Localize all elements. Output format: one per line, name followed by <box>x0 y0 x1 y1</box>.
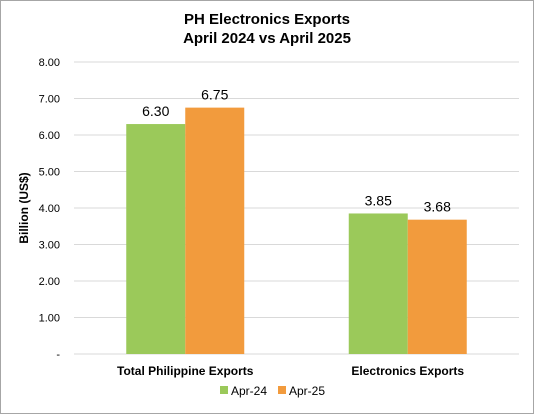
y-tick-label: 5.00 <box>39 167 60 179</box>
legend-swatch <box>278 386 286 394</box>
bar <box>126 124 186 354</box>
legend-label: Apr-25 <box>289 384 325 398</box>
y-axis-title: Billion (US$) <box>17 172 31 243</box>
chart-subtitle: April 2024 vs April 2025 <box>183 30 351 47</box>
data-label: 6.75 <box>201 87 228 103</box>
y-tick-label: 8.00 <box>39 57 60 69</box>
x-category-label: Total Philippine Exports <box>117 364 254 378</box>
legend-swatch <box>220 386 228 394</box>
bar <box>348 213 408 354</box>
x-category-label: Electronics Exports <box>351 364 464 378</box>
chart-title: PH Electronics Exports <box>184 11 350 28</box>
y-tick-label: 6.00 <box>39 130 60 142</box>
y-tick-label: 2.00 <box>39 276 60 288</box>
y-tick-label: 1.00 <box>39 313 60 325</box>
y-tick-label: 3.00 <box>39 240 60 252</box>
y-tick-label: - <box>56 349 60 361</box>
bar <box>407 219 467 354</box>
y-tick-label: 7.00 <box>39 94 60 106</box>
y-tick-label: 4.00 <box>39 203 60 215</box>
data-label: 3.68 <box>424 199 451 215</box>
data-label: 6.30 <box>142 103 169 119</box>
data-label: 3.85 <box>365 192 392 208</box>
bar <box>185 107 245 354</box>
legend-label: Apr-24 <box>231 384 267 398</box>
